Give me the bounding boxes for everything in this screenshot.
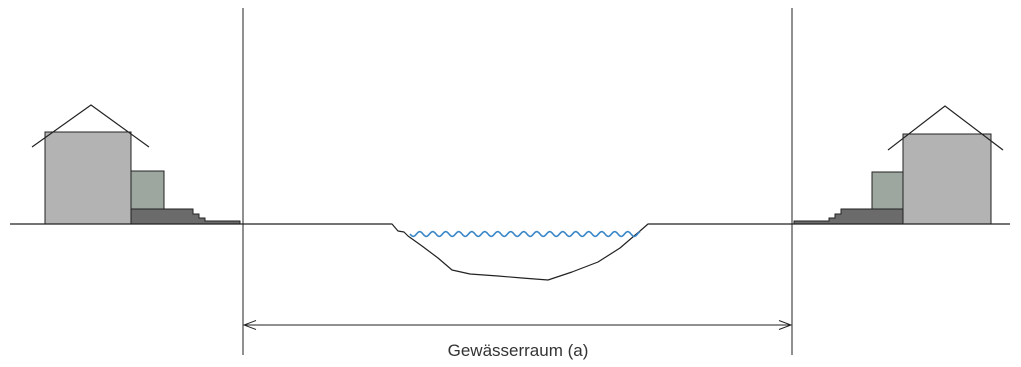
right-house-roof <box>887 105 1004 151</box>
water-surface <box>409 230 641 238</box>
right-house <box>793 105 1004 225</box>
left-house-roof <box>31 104 150 148</box>
left-house-body <box>44 131 132 225</box>
dimension-label: Gewässerraum (a) <box>447 341 589 360</box>
right-house-steps <box>793 208 904 225</box>
left-house-annex <box>130 170 165 210</box>
right-house-annex <box>871 171 904 210</box>
right-house-body <box>902 133 992 225</box>
left-house <box>31 104 241 225</box>
left-house-steps <box>130 208 241 225</box>
